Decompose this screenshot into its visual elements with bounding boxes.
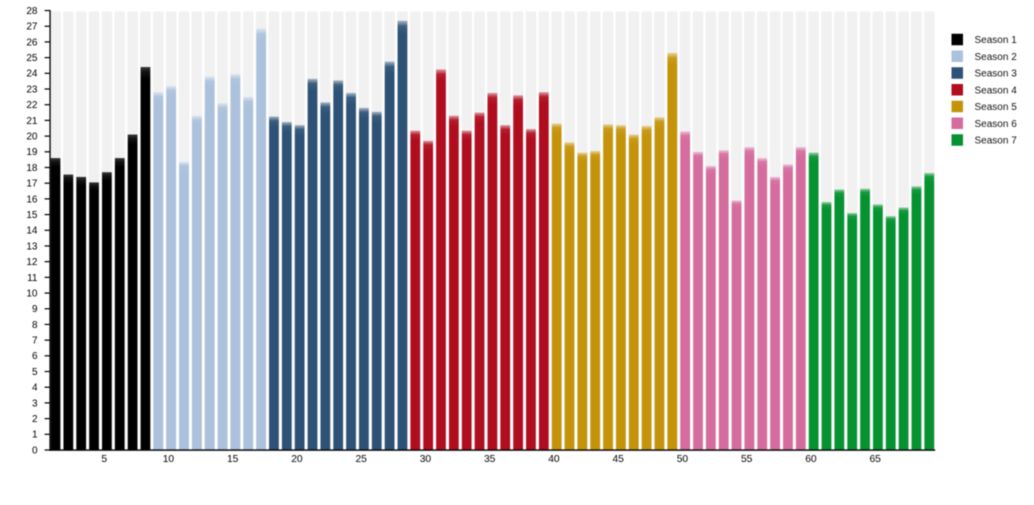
svg-text:17: 17	[26, 179, 38, 190]
svg-text:20: 20	[291, 454, 303, 465]
svg-text:27: 27	[26, 22, 38, 33]
svg-text:28: 28	[26, 6, 38, 17]
svg-text:3: 3	[32, 398, 38, 409]
svg-text:Season 4: Season 4	[975, 85, 1018, 96]
svg-text:14: 14	[26, 226, 38, 237]
svg-text:15: 15	[227, 454, 239, 465]
svg-text:5: 5	[32, 367, 38, 378]
svg-text:4: 4	[32, 383, 38, 394]
svg-text:10: 10	[26, 288, 38, 299]
svg-text:18: 18	[26, 163, 38, 174]
svg-text:19: 19	[26, 147, 38, 158]
svg-text:21: 21	[26, 116, 38, 127]
svg-text:20: 20	[26, 132, 38, 143]
svg-text:25: 25	[26, 53, 38, 64]
svg-text:65: 65	[869, 454, 881, 465]
svg-text:30: 30	[420, 454, 432, 465]
svg-text:12: 12	[26, 257, 38, 268]
svg-text:26: 26	[26, 37, 38, 48]
svg-text:5: 5	[101, 454, 107, 465]
svg-text:25: 25	[355, 454, 367, 465]
svg-text:55: 55	[741, 454, 753, 465]
svg-text:23: 23	[26, 84, 38, 95]
svg-text:Season 7: Season 7	[975, 136, 1018, 147]
svg-text:2: 2	[32, 414, 38, 425]
svg-text:24: 24	[26, 69, 38, 80]
svg-text:13: 13	[26, 241, 38, 252]
svg-text:16: 16	[26, 194, 38, 205]
svg-text:7: 7	[32, 336, 38, 347]
svg-text:Season 2: Season 2	[975, 52, 1018, 63]
svg-text:Season 5: Season 5	[975, 102, 1018, 113]
svg-text:10: 10	[163, 454, 175, 465]
svg-text:0: 0	[32, 445, 38, 456]
svg-text:45: 45	[612, 454, 624, 465]
svg-text:9: 9	[32, 304, 38, 315]
svg-text:8: 8	[32, 320, 38, 331]
svg-text:Season 1: Season 1	[975, 35, 1018, 46]
svg-text:11: 11	[27, 273, 38, 284]
svg-text:Season 6: Season 6	[975, 119, 1018, 130]
svg-text:1: 1	[32, 430, 38, 441]
svg-text:22: 22	[26, 100, 38, 111]
svg-text:50: 50	[677, 454, 689, 465]
svg-text:6: 6	[32, 351, 38, 362]
svg-text:35: 35	[484, 454, 496, 465]
svg-text:60: 60	[805, 454, 817, 465]
svg-text:Season 3: Season 3	[975, 69, 1018, 80]
svg-text:15: 15	[26, 210, 38, 221]
svg-text:40: 40	[548, 454, 560, 465]
